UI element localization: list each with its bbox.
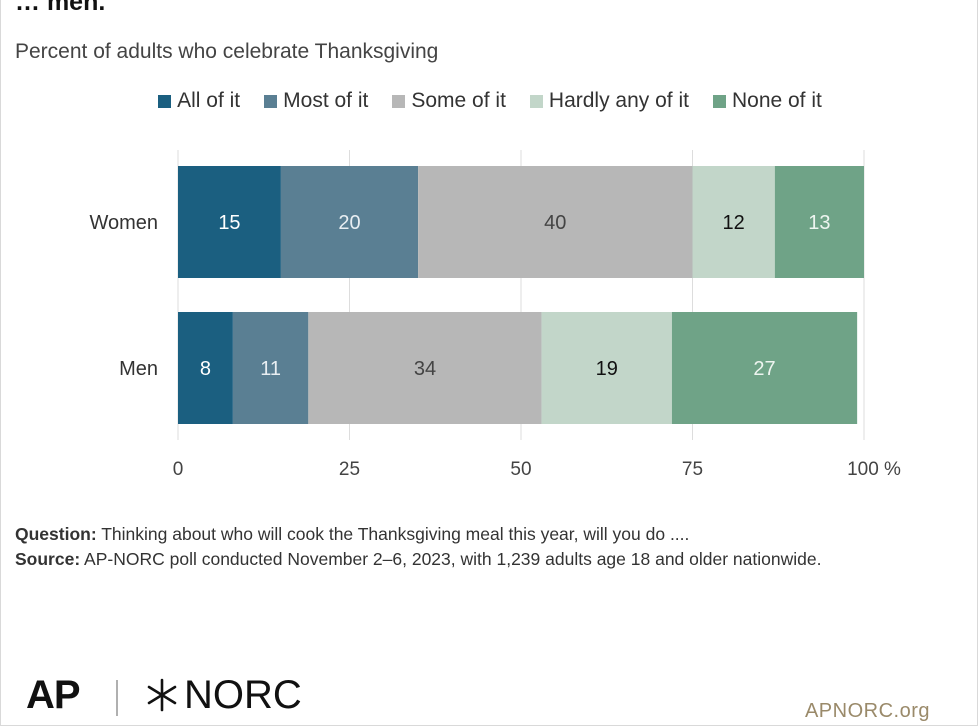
legend-item-some: Some of it (392, 89, 506, 113)
chart-title: … men. (15, 0, 106, 16)
x-tick-label-25: 25 (339, 459, 360, 480)
legend-swatch-some (392, 94, 406, 108)
question-text: Thinking about who will cook the Thanksg… (96, 524, 690, 544)
legend-swatch-most (264, 94, 278, 108)
data-label-women-4: 13 (808, 212, 830, 234)
norc-logo: NORC (144, 672, 302, 718)
data-label-women-1: 20 (338, 212, 360, 234)
legend: All of it Most of it Some of it Hardly a… (0, 89, 980, 113)
legend-item-none: None of it (712, 89, 822, 113)
data-label-men-1: 11 (260, 358, 281, 380)
data-label-women-3: 12 (723, 212, 745, 234)
data-label-men-2: 34 (414, 358, 436, 380)
bar-women-0 (178, 166, 281, 278)
bar-men-2 (308, 312, 542, 424)
legend-item-hardly: Hardly any of it (529, 89, 689, 113)
legend-label-none: None of it (731, 89, 822, 112)
ap-logo: AP (26, 673, 81, 717)
source-note: Source: AP-NORC poll conducted November … (15, 547, 965, 572)
legend-label-some: Some of it (411, 89, 506, 112)
site-url: APNORC.org (804, 700, 930, 722)
chart-subtitle: Percent of adults who celebrate Thanksgi… (15, 40, 439, 63)
stacked-bar-chart: 15 20 40 12 13 Women 8 11 34 19 27 Men 0 25 50 75 100 % (89, 150, 901, 480)
legend-swatch-none (712, 94, 726, 108)
logo-divider (116, 680, 118, 716)
norc-star-icon (147, 678, 177, 712)
data-label-women-2: 40 (544, 212, 566, 234)
legend-item-all: All of it (158, 89, 240, 113)
legend-item-most: Most of it (264, 89, 368, 113)
bar-women-3 (692, 166, 775, 278)
source-label: Source: (15, 549, 81, 569)
legend-label-all: All of it (177, 89, 241, 112)
source-text: AP-NORC poll conducted November 2–6, 202… (80, 549, 822, 569)
norc-logo-text: NORC (184, 673, 302, 717)
x-tick-label-75: 75 (682, 459, 703, 480)
question-label: Question: (15, 524, 97, 544)
bar-women-2 (418, 166, 693, 278)
bar-men-4 (671, 312, 858, 424)
bar-women-1 (280, 166, 419, 278)
data-label-men-0: 8 (200, 358, 211, 380)
legend-swatch-all (158, 94, 172, 108)
x-tick-label-0: 0 (173, 459, 184, 480)
data-label-women-0: 15 (218, 212, 240, 234)
category-label-women: Women (89, 212, 158, 234)
bar-men-3 (541, 312, 672, 424)
legend-label-hardly: Hardly any of it (548, 89, 689, 112)
question-note: Question: Thinking about who will cook t… (15, 522, 965, 547)
bar-women-4 (774, 166, 864, 278)
x-tick-label-100: 100 % (847, 459, 901, 480)
legend-swatch-hardly (529, 94, 543, 108)
legend-label-most: Most of it (283, 89, 369, 112)
chart-notes: Question: Thinking about who will cook t… (15, 522, 965, 572)
bar-men-0 (178, 312, 233, 424)
data-label-men-4: 27 (753, 358, 775, 380)
x-tick-label-50: 50 (510, 459, 531, 480)
category-label-men: Men (119, 358, 158, 380)
data-label-men-3: 19 (596, 358, 618, 380)
bar-men-1 (232, 312, 309, 424)
